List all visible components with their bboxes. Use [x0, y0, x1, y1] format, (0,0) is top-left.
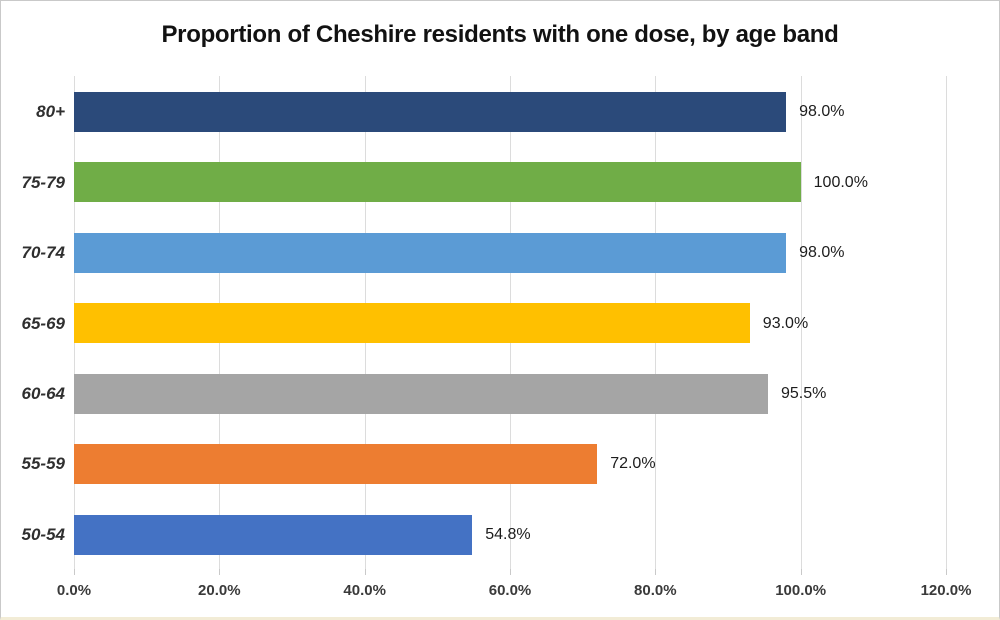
- axis-tick: [655, 569, 657, 575]
- axis-tick: [510, 569, 511, 575]
- category-label: 65-69: [21, 313, 65, 333]
- category-label: 80+: [36, 102, 65, 122]
- category-label: 55-59: [21, 454, 65, 474]
- bar-value-label: 54.8%: [485, 525, 531, 543]
- gridline: [946, 76, 947, 569]
- bar: [74, 232, 787, 273]
- bar: [74, 373, 768, 414]
- bar-value-label: 100.0%: [813, 173, 868, 191]
- bar: [74, 92, 787, 132]
- category-label: 50-54: [21, 524, 65, 544]
- chart-title: Proportion of Cheshire residents with on…: [161, 21, 839, 48]
- bar-value-label: 95.5%: [780, 384, 827, 402]
- axis-tick: [364, 569, 366, 575]
- gridline: [800, 76, 802, 569]
- x-tick-label: 100.0%: [775, 582, 827, 599]
- bar: [74, 303, 750, 344]
- x-tick-label: 60.0%: [488, 582, 532, 599]
- x-tick-label: 0.0%: [56, 582, 92, 599]
- x-tick-label: 120.0%: [920, 582, 972, 599]
- bar-value-label: 98.0%: [799, 103, 845, 121]
- bar: [74, 162, 801, 203]
- bar: [74, 444, 598, 485]
- x-tick-label: 80.0%: [634, 582, 677, 599]
- bar: [74, 514, 473, 555]
- category-label: 70-74: [21, 243, 65, 263]
- axis-tick: [946, 569, 947, 575]
- bar-value-label: 72.0%: [610, 455, 656, 473]
- axis-tick: [74, 569, 75, 575]
- x-tick-label: 20.0%: [198, 582, 241, 599]
- category-label: 75-79: [21, 172, 65, 192]
- x-tick-label: 40.0%: [343, 582, 386, 599]
- category-label: 60-64: [21, 383, 65, 403]
- bar-value-label: 98.0%: [799, 244, 845, 262]
- axis-tick: [800, 569, 802, 575]
- plot-area: 80+ 98.0% 75-79 100.0% 70-74 98.0% 65-69 93.0% 6…: [22, 76, 947, 569]
- axis-tick: [219, 569, 221, 575]
- bar-value-label: 93.0%: [762, 314, 809, 332]
